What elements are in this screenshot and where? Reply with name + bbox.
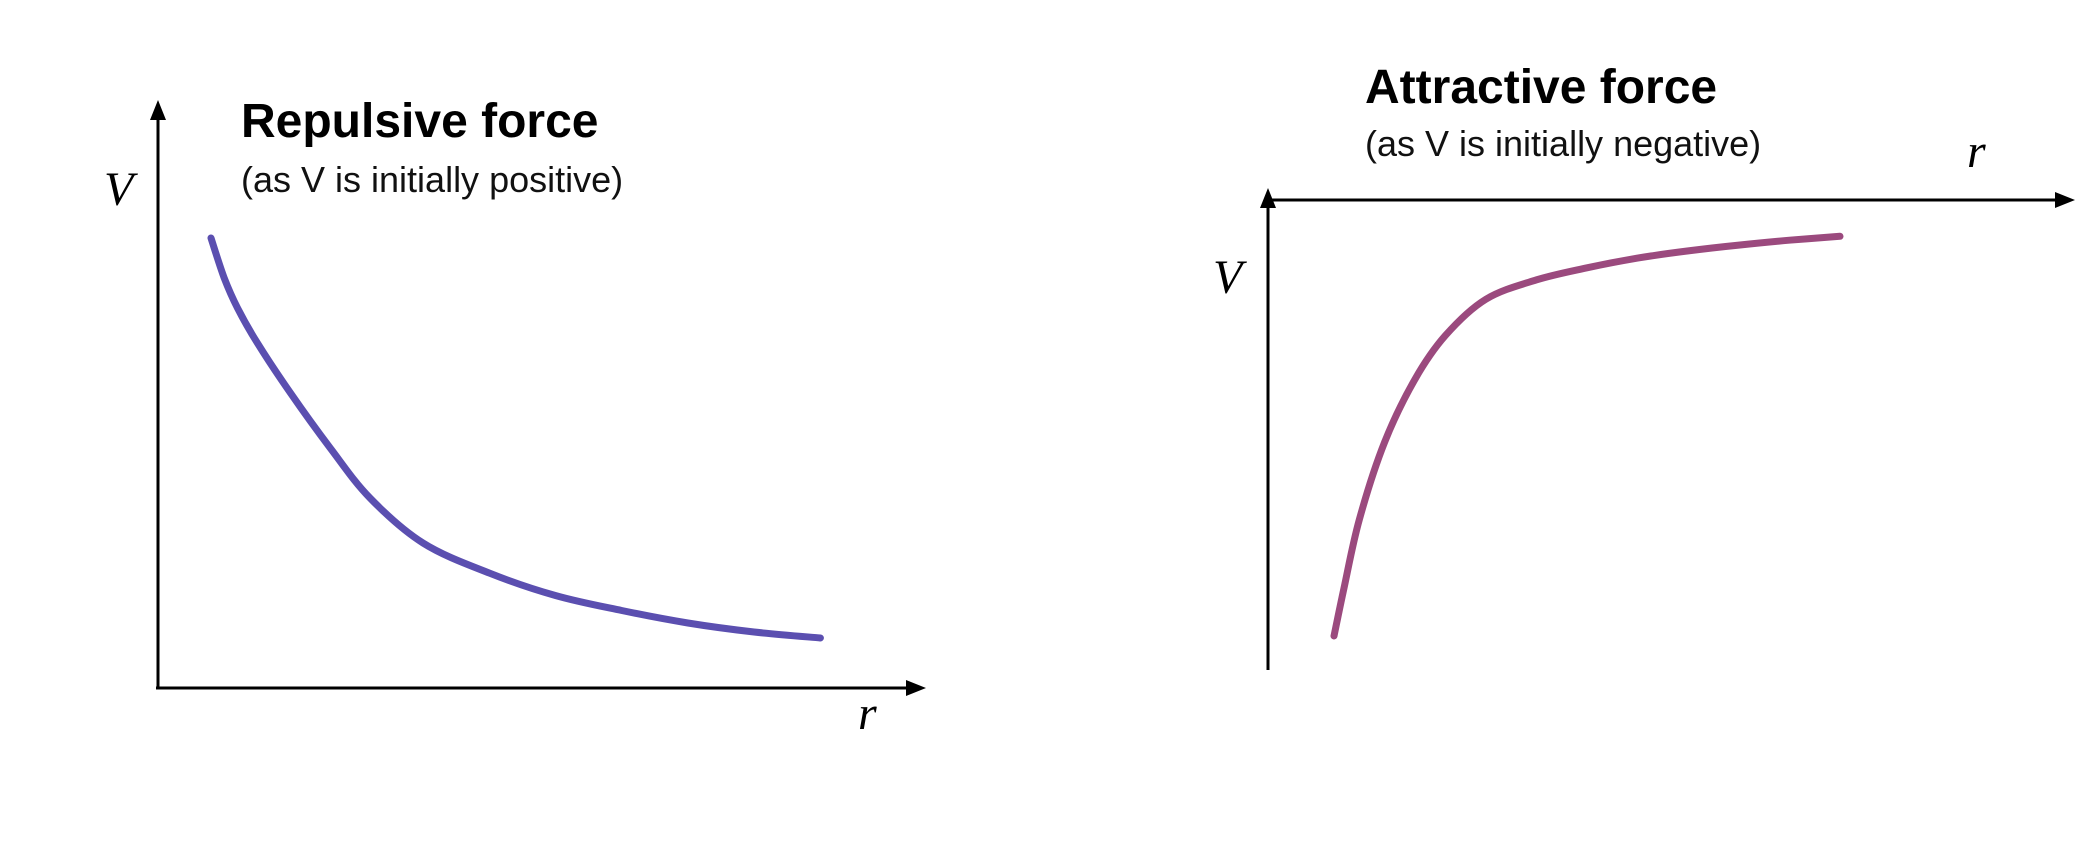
repulsive-potential-curve — [207, 234, 824, 642]
attractive-plot-area — [1260, 188, 2075, 670]
chart-title: Repulsive force — [241, 95, 599, 148]
attractive-force-chart: Attractive force (as V is initially nega… — [1049, 0, 2098, 857]
x-axis-label: r — [1967, 125, 1986, 178]
v-axis-arrowhead — [1260, 188, 1276, 208]
v-axis-arrowhead — [150, 100, 166, 120]
x-axis-label: r — [858, 687, 877, 740]
chart-title: Attractive force — [1365, 61, 1718, 114]
y-axis-label: V — [104, 163, 134, 216]
r-axis-arrowhead — [2055, 192, 2075, 208]
r-axis-arrowhead — [906, 680, 926, 696]
attractive-potential-curve — [1330, 232, 1844, 640]
repulsive-force-chart: Repulsive force (as V is initially posit… — [104, 95, 926, 740]
chart-subtitle: (as V is initially negative) — [1365, 123, 1762, 164]
repulsive-plot-area — [150, 100, 926, 696]
chart-subtitle: (as V is initially positive) — [241, 159, 624, 200]
y-axis-label: V — [1213, 251, 1243, 304]
